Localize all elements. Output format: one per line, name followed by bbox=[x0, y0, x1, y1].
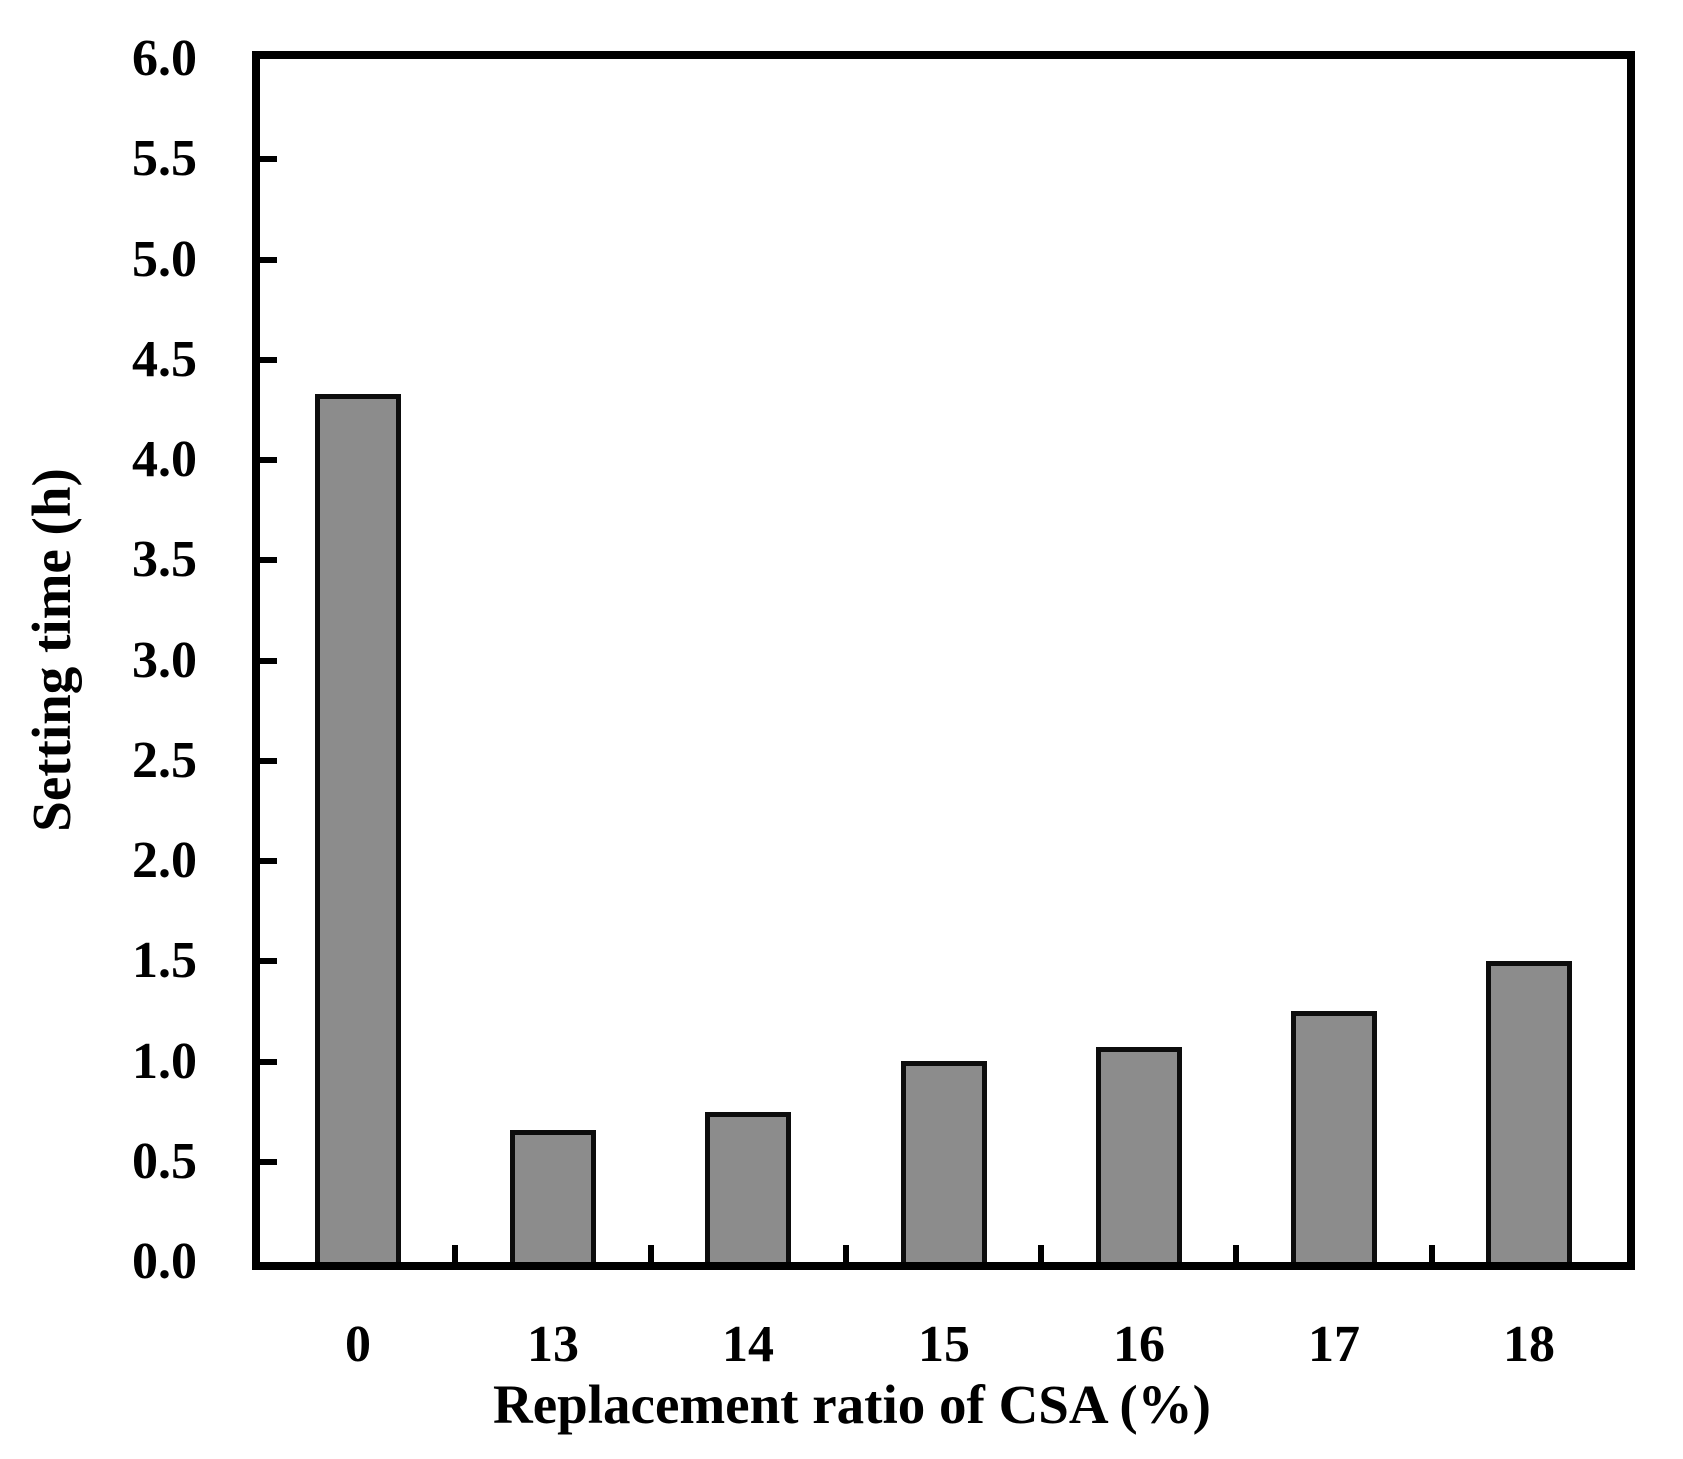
y-tick-label-4.5: 4.5 bbox=[132, 331, 197, 388]
y-axis-tick bbox=[260, 156, 277, 162]
bar-18 bbox=[1486, 961, 1572, 1262]
y-tick-label-2.0: 2.0 bbox=[132, 832, 197, 889]
bar-16 bbox=[1096, 1047, 1182, 1262]
plot-area bbox=[252, 51, 1635, 1270]
y-axis-tick bbox=[260, 658, 277, 664]
x-axis-tick bbox=[1038, 1245, 1044, 1262]
y-tick-label-2.5: 2.5 bbox=[132, 732, 197, 789]
y-axis-tick bbox=[260, 758, 277, 764]
x-axis-tick bbox=[648, 1245, 654, 1262]
y-axis-tick bbox=[260, 557, 277, 563]
y-tick-label-0.5: 0.5 bbox=[132, 1133, 197, 1190]
x-tick-label-17: 17 bbox=[1308, 1316, 1360, 1373]
x-axis-tick bbox=[452, 1245, 458, 1262]
x-tick-label-13: 13 bbox=[527, 1316, 579, 1373]
y-axis-tick bbox=[260, 958, 277, 964]
y-tick-label-3.5: 3.5 bbox=[132, 531, 197, 588]
y-axis-tick bbox=[260, 357, 277, 363]
y-axis-tick bbox=[260, 858, 277, 864]
bar-13 bbox=[510, 1130, 596, 1262]
y-tick-label-4.0: 4.0 bbox=[132, 431, 197, 488]
y-axis-tick bbox=[260, 457, 277, 463]
x-axis-tick bbox=[843, 1245, 849, 1262]
y-axis-tick bbox=[260, 1159, 277, 1165]
x-axis-tick bbox=[1429, 1245, 1435, 1262]
y-tick-label-0.0: 0.0 bbox=[132, 1233, 197, 1290]
x-axis-tick bbox=[1233, 1245, 1239, 1262]
x-tick-label-15: 15 bbox=[918, 1316, 970, 1373]
y-tick-label-3.0: 3.0 bbox=[132, 632, 197, 689]
bar-15 bbox=[901, 1061, 987, 1262]
y-axis-tick bbox=[260, 257, 277, 263]
bar-0 bbox=[315, 394, 401, 1262]
x-tick-label-18: 18 bbox=[1503, 1316, 1555, 1373]
y-tick-label-1.0: 1.0 bbox=[132, 1033, 197, 1090]
bar-14 bbox=[705, 1112, 791, 1262]
x-tick-label-0: 0 bbox=[345, 1316, 371, 1373]
bar-17 bbox=[1291, 1011, 1377, 1262]
y-tick-label-1.5: 1.5 bbox=[132, 932, 197, 989]
y-axis-tick bbox=[260, 1059, 277, 1065]
y-tick-label-5.5: 5.5 bbox=[132, 130, 197, 187]
x-tick-label-14: 14 bbox=[722, 1316, 774, 1373]
x-axis-title: Replacement ratio of CSA (%) bbox=[493, 1374, 1211, 1435]
y-tick-label-6.0: 6.0 bbox=[132, 30, 197, 87]
y-tick-label-5.0: 5.0 bbox=[132, 231, 197, 288]
x-tick-label-16: 16 bbox=[1113, 1316, 1165, 1373]
